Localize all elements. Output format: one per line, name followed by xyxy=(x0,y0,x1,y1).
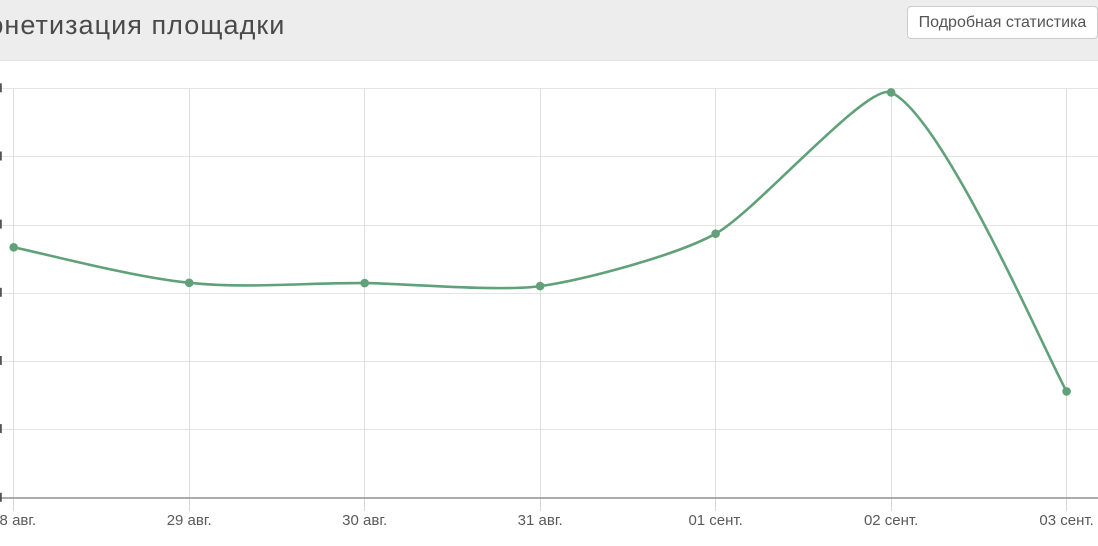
svg-text:28 авг.: 28 авг. xyxy=(0,512,36,529)
svg-text:31 авг.: 31 авг. xyxy=(518,512,563,529)
svg-text:01 сент.: 01 сент. xyxy=(688,512,742,529)
svg-text:02 сент.: 02 сент. xyxy=(864,512,918,529)
svg-text:29 авг.: 29 авг. xyxy=(167,512,212,529)
svg-text:30 авг.: 30 авг. xyxy=(342,512,387,529)
svg-text:03 сент.: 03 сент. xyxy=(1039,512,1093,529)
